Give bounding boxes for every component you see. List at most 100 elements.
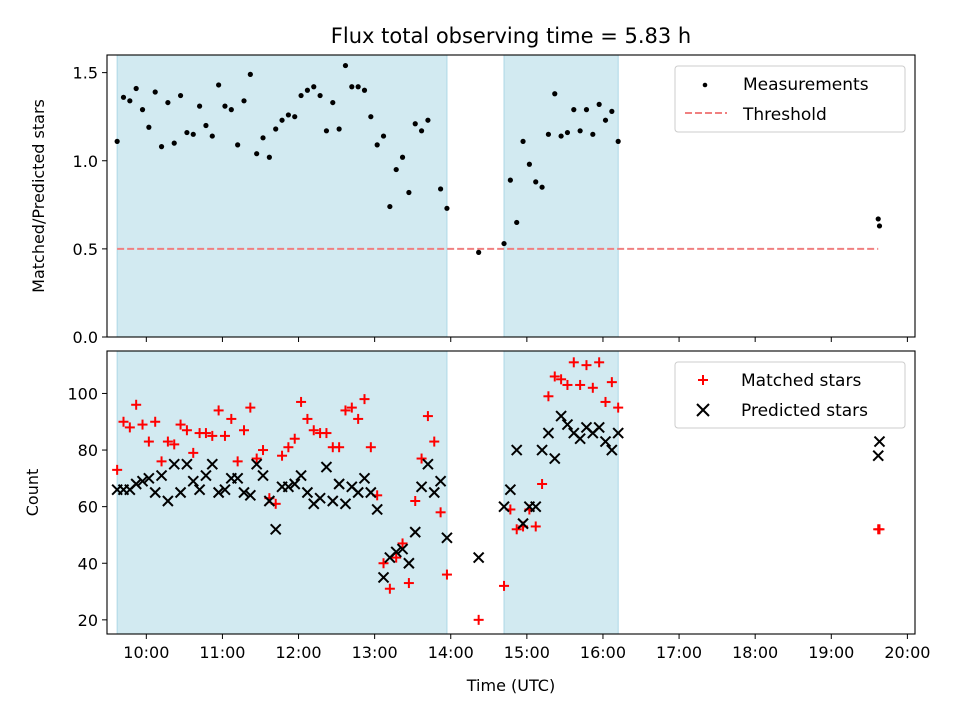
matched-star-point: [397, 538, 408, 549]
measurement-point: [875, 216, 881, 222]
measurement-point: [615, 138, 621, 144]
measurement-point: [114, 138, 120, 144]
measurement-point: [120, 94, 127, 100]
matched-star-point: [441, 569, 452, 580]
matched-star-point: [251, 453, 262, 464]
x-tick-label: 14:00: [428, 643, 474, 662]
x-tick-label: 18:00: [732, 643, 778, 662]
x-b: [320, 461, 333, 473]
observing-window-2: [503, 54, 619, 338]
matched-star-point: [359, 394, 370, 405]
measurement-point: [266, 154, 272, 160]
x-b: [174, 486, 187, 499]
matched-star-point: [874, 524, 885, 535]
measurement-point: [609, 108, 615, 114]
predicted-star-point: [542, 427, 555, 439]
count-y-tick-label: 80: [78, 441, 98, 460]
predicted-star-point: [517, 517, 529, 530]
matched-star-point: [124, 422, 135, 433]
predicted-star-point: [295, 469, 307, 482]
measurement-point: [317, 92, 323, 99]
ratio-y-tick-label: 0.5: [73, 240, 98, 259]
predicted-star-point: [422, 458, 434, 470]
x-b: [561, 418, 574, 431]
predicted-star-point: [219, 483, 231, 496]
measurement-point: [418, 128, 425, 134]
measurement-point: [203, 122, 209, 129]
predicted-star-point: [377, 571, 390, 584]
matched-star-point: [499, 580, 510, 591]
measurement-point: [171, 140, 177, 146]
predicted-star-point: [257, 469, 269, 482]
predicted-star-point: [250, 458, 263, 470]
x-b: [555, 410, 567, 422]
x-b: [358, 472, 371, 485]
measurement-point: [501, 240, 507, 247]
x-b: [606, 444, 618, 456]
count-y-tick-label: 20: [78, 611, 98, 630]
x-b: [143, 472, 155, 485]
x-b: [498, 500, 510, 513]
predicted-star-point: [193, 483, 206, 496]
measurement-point: [514, 219, 520, 226]
x-b: [612, 427, 624, 439]
x-b: [428, 486, 440, 499]
predicted-star-point: [530, 500, 542, 513]
x-b: [269, 523, 282, 535]
matched-star-point: [258, 445, 269, 456]
predicted-star-point: [472, 551, 485, 564]
matched-star-point: [606, 377, 617, 388]
ratio-panel-frame: [106, 54, 916, 338]
matched-stars-points: [112, 357, 885, 625]
predicted-star-point: [155, 469, 168, 482]
predicted-star-point: [136, 475, 149, 487]
measurement-point: [254, 151, 260, 157]
matched-star-point: [302, 413, 313, 424]
x-b: [599, 435, 612, 448]
ratio-axes: 0.0 0.5 1.0 1.5: [73, 64, 908, 347]
measurement-point: [133, 85, 139, 92]
measurement-point: [152, 89, 158, 95]
matched-star-point: [429, 436, 440, 447]
predicted-star-point: [314, 492, 326, 504]
x-b: [403, 557, 415, 569]
predicted-star-point: [181, 458, 193, 470]
x-b: [536, 444, 548, 456]
x-b: [593, 421, 605, 434]
x-tick-label: 19:00: [808, 643, 854, 662]
matched-star-point: [340, 405, 351, 416]
matched-star-point: [200, 428, 211, 439]
matched-star-point: [143, 436, 154, 447]
x-b: [250, 458, 263, 470]
predicted-star-point: [555, 410, 567, 422]
predicted-star-point: [212, 486, 225, 499]
observing-window-1: [116, 350, 448, 635]
measurement-point: [393, 166, 399, 173]
predicted-star-point: [358, 472, 371, 485]
measurement-point: [165, 99, 171, 106]
chart-title: Flux total observing time = 5.83 h: [331, 24, 691, 48]
measurement-point: [590, 131, 596, 137]
matched-star-point: [537, 479, 548, 490]
predicted-star-point: [327, 495, 339, 507]
predicted-star-point: [269, 523, 282, 535]
matched-star-point: [511, 524, 522, 535]
observing-window-2: [503, 350, 619, 635]
x-b: [530, 500, 542, 513]
matched-star-point: [175, 419, 186, 430]
measurement-point: [545, 131, 552, 137]
predicted-star-point: [143, 472, 155, 485]
predicted-star-point: [872, 450, 884, 462]
x-b: [371, 503, 383, 516]
x-b: [472, 551, 485, 564]
measurement-point: [355, 84, 361, 90]
matched-star-point: [403, 578, 414, 589]
x-b: [263, 495, 276, 507]
matched-star-point: [422, 411, 433, 422]
legend-predicted-marker: [696, 403, 710, 417]
measurement-point: [438, 186, 444, 192]
matched-star-point: [346, 402, 357, 413]
ratio-legend-box: [674, 65, 906, 133]
measurement-point: [184, 129, 190, 136]
matched-star-point: [587, 382, 598, 393]
